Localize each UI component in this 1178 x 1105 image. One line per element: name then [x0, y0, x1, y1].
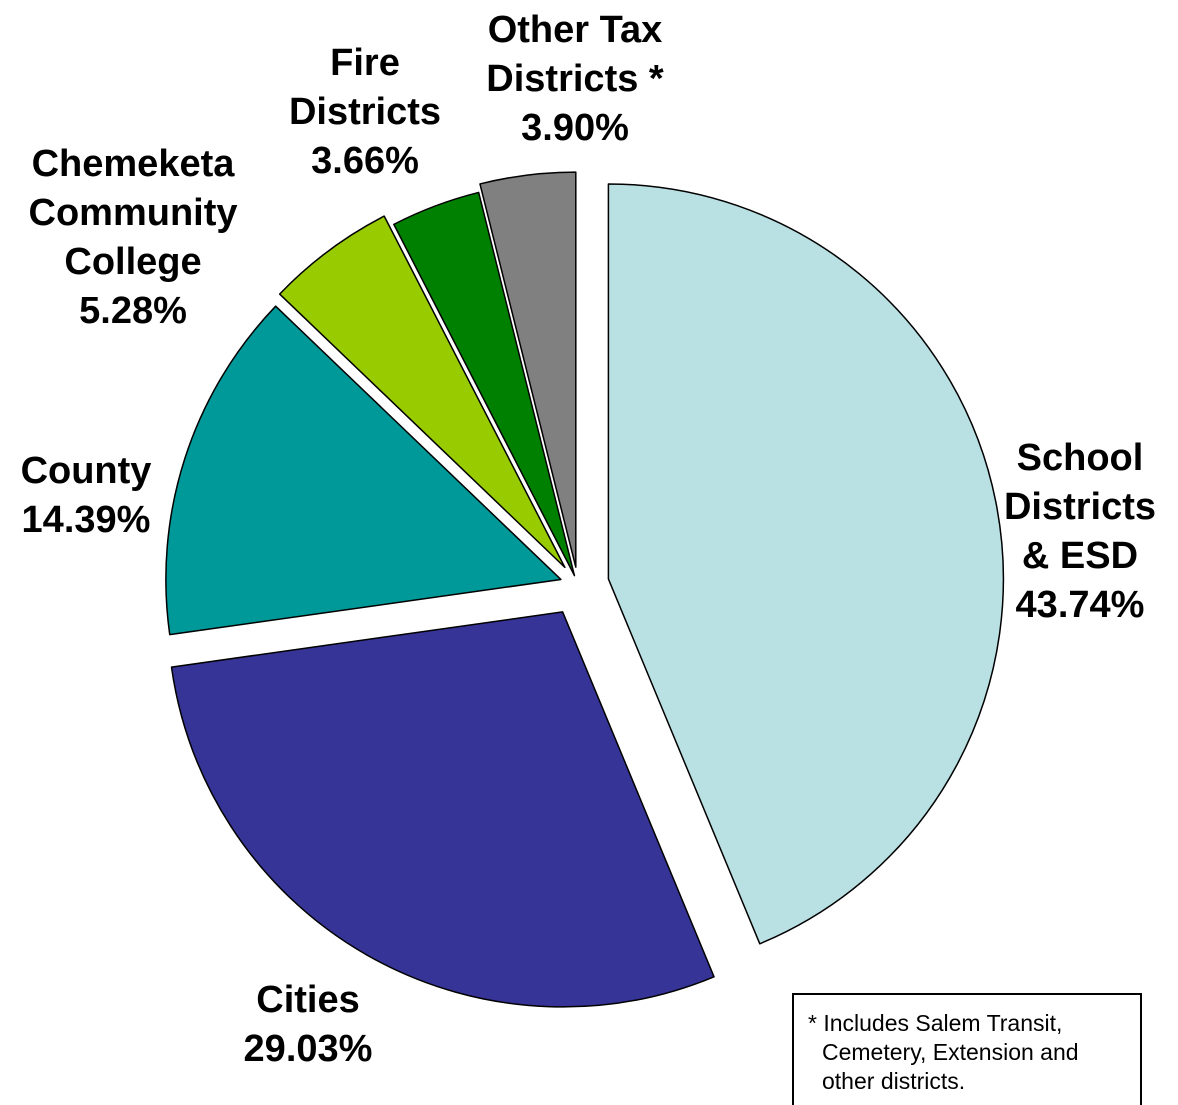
- pie-category-label-2: County: [21, 450, 152, 492]
- pie-category-label-0: & ESD: [1022, 535, 1138, 577]
- footnote-line-2: Cemetery, Extension and: [822, 1039, 1079, 1065]
- pie-value-label-1: 29.03%: [244, 1028, 373, 1070]
- pie-label-3: Chemeketa Community College 5.28%: [29, 143, 238, 332]
- pie-slice-0: [607, 183, 1005, 945]
- pie-category-label-0: School: [1017, 437, 1144, 479]
- pie-category-label-4: Districts: [289, 91, 441, 133]
- footnote-box: * Includes Salem Transit, Cemetery, Exte…: [792, 993, 1142, 1105]
- pie-category-label-5: Other Tax: [488, 9, 663, 51]
- pie-value-label-3: 5.28%: [79, 290, 187, 332]
- pie-category-label-1: Cities: [256, 979, 359, 1021]
- pie-category-label-3: College: [64, 241, 201, 283]
- footnote-line-3: other districts.: [822, 1068, 966, 1094]
- pie-labels: School Districts & ESD 43.74% Cities 29.03% Co…: [21, 9, 1156, 1070]
- pie-category-label-5: Districts *: [486, 58, 664, 100]
- pie-value-label-4: 3.66%: [311, 140, 419, 182]
- pie-label-2: County 14.39%: [21, 450, 152, 541]
- pie-label-5: Other Tax Districts * 3.90%: [486, 9, 664, 149]
- pie-slice-1: [170, 611, 715, 1008]
- pie-value-label-5: 3.90%: [521, 107, 629, 149]
- footnote-line-1: * Includes Salem Transit,: [808, 1010, 1063, 1036]
- pie-value-label-2: 14.39%: [22, 499, 151, 541]
- pie-value-label-0: 43.74%: [1016, 584, 1145, 626]
- pie-label-0: School Districts & ESD 43.74%: [1004, 437, 1156, 626]
- pie-category-label-3: Chemeketa: [32, 143, 236, 185]
- pie-slices: [165, 171, 1005, 1008]
- pie-category-label-4: Fire: [330, 42, 400, 84]
- pie-category-label-3: Community: [29, 192, 238, 234]
- pie-slice-4: [393, 191, 576, 577]
- pie-category-label-0: Districts: [1004, 486, 1156, 528]
- pie-slice-2: [165, 305, 562, 636]
- pie-slice-3: [278, 215, 566, 569]
- pie-slice-5: [479, 171, 577, 568]
- pie-label-4: Fire Districts 3.66%: [289, 42, 441, 182]
- pie-label-1: Cities 29.03%: [244, 979, 373, 1070]
